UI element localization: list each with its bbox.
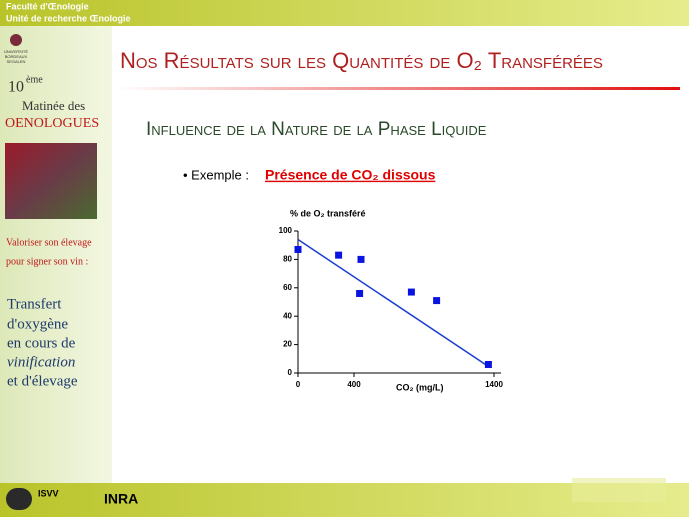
footer-logo: ISVV <box>38 488 59 498</box>
logo <box>10 34 22 46</box>
point <box>356 289 364 297</box>
y-tick-label: 100 <box>279 226 293 235</box>
point <box>484 360 492 368</box>
isvv-logo <box>6 488 32 510</box>
nav-button[interactable] <box>572 478 666 502</box>
topic: en cours de <box>7 335 76 351</box>
y-tick-label: 20 <box>283 340 292 349</box>
header-text: Faculté d'Œnologie <box>6 1 89 11</box>
bullet: • Exemple : <box>183 167 249 182</box>
header-text: Unité de recherche Œnologie <box>6 13 131 23</box>
sidebar <box>0 0 112 517</box>
y-tick-label: 80 <box>283 255 292 264</box>
point <box>407 288 415 296</box>
motto: Valoriser son élevage <box>6 237 92 248</box>
slide-title: Nos Résultats sur les Quantités de O₂ Tr… <box>120 48 603 73</box>
x-tick-label: 400 <box>347 380 361 389</box>
university: BORDEAUX <box>5 54 28 59</box>
university: SEGALEN <box>7 59 26 64</box>
y-tick-label: 40 <box>283 311 292 320</box>
top-bar <box>0 0 689 26</box>
event-number: 10 <box>8 79 24 96</box>
motto: pour signer son vin : <box>6 256 88 267</box>
point <box>357 255 365 263</box>
event-line: OENOLOGUES <box>5 116 99 131</box>
example: Présence de CO₂ dissous <box>265 167 436 183</box>
subtitle: Influence de la Nature de la Phase Liqui… <box>146 119 487 140</box>
y-tick-label: 0 <box>288 368 293 377</box>
topic: vinification <box>7 354 75 370</box>
photo <box>5 143 97 219</box>
point <box>294 245 302 253</box>
y-axis-label: % de O₂ transféré <box>290 208 366 218</box>
topic: et d'élevage <box>7 373 78 389</box>
event-suffix: ème <box>26 74 43 85</box>
title-rule <box>115 87 680 90</box>
event-line: Matinée des <box>22 98 85 113</box>
topic: Transfert <box>7 296 62 312</box>
y-tick-label: 60 <box>283 283 292 292</box>
footer-logo: INRA <box>104 491 138 507</box>
x-tick-label: 0 <box>296 380 301 389</box>
x-tick-label: 1400 <box>485 380 503 389</box>
trendline <box>297 238 491 368</box>
university: UNIVERSITÉ <box>4 49 28 54</box>
point <box>335 251 343 259</box>
point <box>433 297 441 305</box>
topic: d'oxygène <box>7 316 68 332</box>
x-axis-label: CO₂ (mg/L) <box>396 382 444 392</box>
